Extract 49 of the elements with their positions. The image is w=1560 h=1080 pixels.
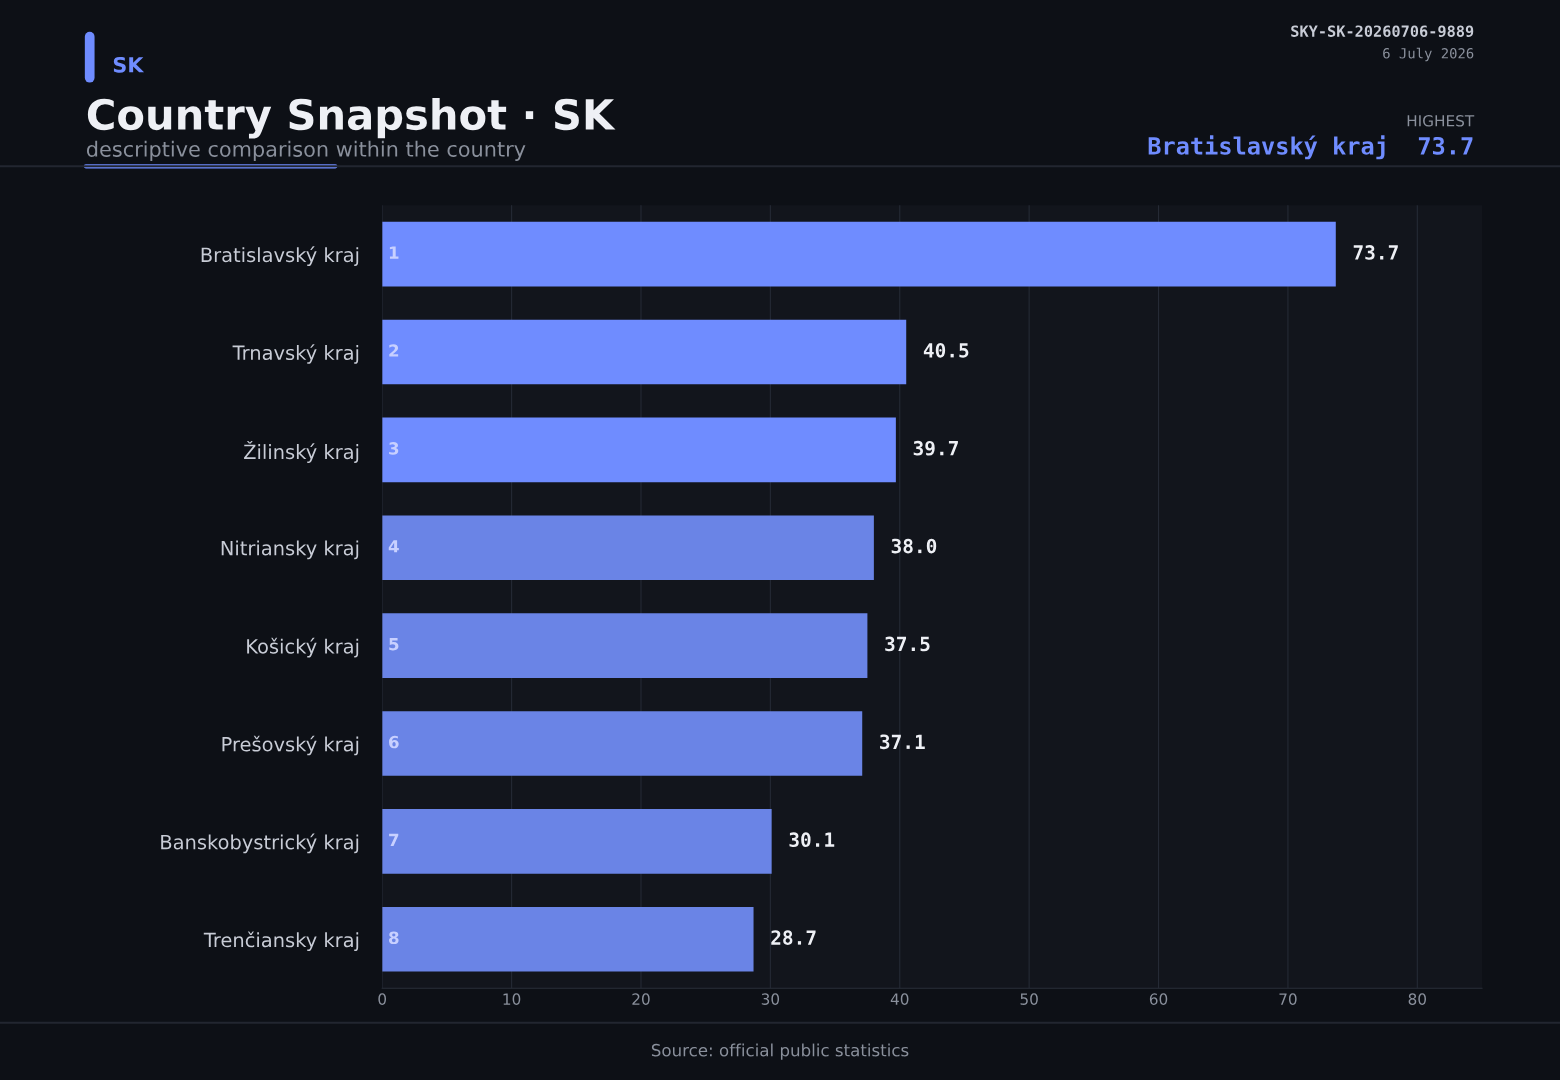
annotation: 2	[389, 344, 399, 357]
x-tick-label: 80	[1408, 993, 1427, 1005]
y-tick-label: Žilinský kraj	[244, 440, 359, 463]
bar	[382, 319, 907, 385]
y-tick-label: Trenčiansky kraj	[203, 931, 359, 952]
x-tick-label: 70	[1279, 993, 1297, 1005]
bar	[382, 613, 868, 678]
bar	[382, 221, 1336, 287]
x-tick-label: 0	[378, 993, 387, 1005]
bar	[382, 906, 754, 972]
annotation: 6	[389, 735, 399, 749]
x-tick-label: 50	[1020, 993, 1038, 1005]
chart-subtitle: descriptive comparison within the country	[86, 140, 526, 161]
annotation: 1	[389, 246, 399, 259]
y-tick-label: Prešovský kraj	[222, 735, 359, 756]
y-tick-label: Banskobystrický kraj	[161, 833, 359, 854]
x-tick-label: 10	[503, 993, 521, 1005]
y-tick-label: Bratislavský kraj	[201, 246, 359, 266]
annotation: 7	[389, 833, 399, 846]
annotation: 4	[388, 540, 399, 553]
data-label: 37.5	[885, 636, 930, 652]
x-tick-label: 60	[1149, 993, 1168, 1005]
text: HIGHEST	[1407, 115, 1475, 127]
data-label: 40.5	[923, 342, 969, 358]
data-label: 37.1	[880, 734, 925, 750]
text: SKY-SK-20260706-9889	[1291, 25, 1474, 38]
y-tick-label: Košický kraj	[247, 637, 359, 658]
data-label: 39.7	[913, 440, 958, 456]
y-tick-label: Nitriansky kraj	[221, 540, 359, 560]
x-tick-label: 30	[761, 993, 780, 1005]
source-note: Source: official public statistics	[651, 1043, 909, 1060]
bar	[382, 417, 896, 483]
bar	[382, 711, 863, 776]
annotation: 5	[389, 638, 399, 651]
chart-title: Country Snapshot · SK	[87, 97, 616, 139]
bar	[382, 809, 772, 874]
data-label: 28.7	[771, 930, 816, 945]
annotation: 3	[389, 442, 399, 455]
annotation: 8	[389, 931, 399, 945]
text: Bratislavský kraj 73.7	[1148, 135, 1473, 160]
x-tick-label: 40	[890, 993, 909, 1005]
data-label: 73.7	[1353, 245, 1398, 260]
x-tick-label: 20	[632, 993, 650, 1005]
y-tick-label: Trnavský kraj	[232, 344, 359, 364]
bar	[382, 515, 874, 581]
data-label: 38.0	[891, 538, 937, 554]
data-label: 30.1	[789, 832, 835, 848]
text: 6 July 2026	[1383, 47, 1474, 62]
text: SK	[113, 56, 145, 73]
